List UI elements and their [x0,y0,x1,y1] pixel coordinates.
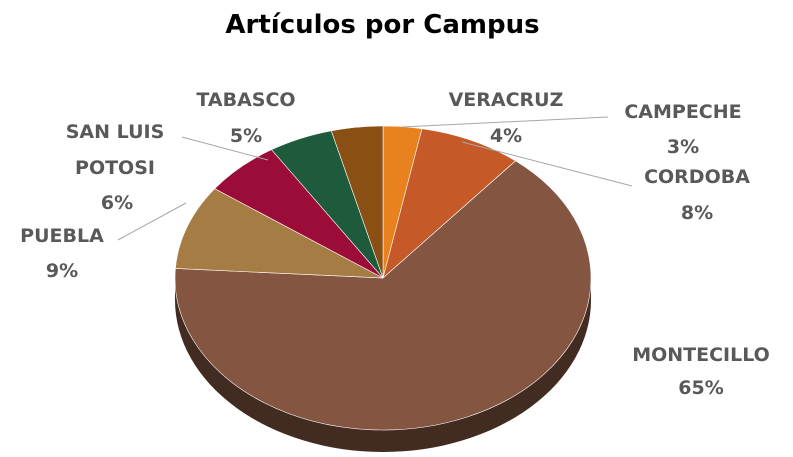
slice-value-label: 5% [229,125,263,147]
leader-line [117,202,187,241]
slice-label: CORDOBA [644,166,750,188]
slice-value-label: 8% [680,202,714,224]
slice-value-label: 9% [45,260,79,282]
leader-line [401,116,609,128]
slice-label: MONTECILLO [632,344,770,366]
slice-value-label: 6% [100,192,134,214]
slice-value-label: 3% [666,136,700,158]
slice-value-label: 65% [678,377,724,399]
slice [174,160,592,431]
slice-label: CAMPECHE [624,101,742,123]
slice-value-label: 4% [489,125,523,147]
slice [330,125,384,279]
slice [175,188,384,279]
slice-label: SAN LUIS POTOSI [65,121,165,179]
leader-line [181,136,269,161]
slice-label: TABASCO [196,89,296,111]
slice-label: PUEBLA [20,225,104,247]
slice-label: VERACRUZ [448,89,564,111]
leader-line [461,141,633,187]
slice [382,128,517,279]
chart-title: Artículos por Campus [225,10,540,40]
